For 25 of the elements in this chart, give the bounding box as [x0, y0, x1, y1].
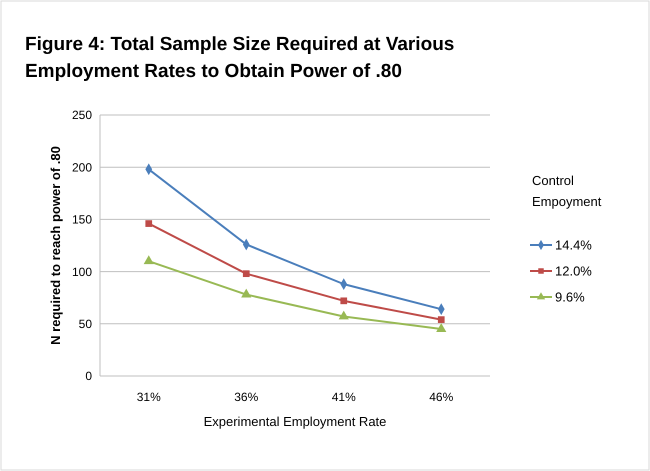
legend-title: Control Empoyment	[532, 173, 602, 209]
x-axis-title: Experimental Employment Rate	[204, 414, 386, 429]
point	[144, 255, 154, 264]
point	[145, 220, 152, 227]
point	[340, 297, 348, 304]
y-axis-title: N required to reach power of .80	[48, 146, 63, 345]
y-tick-label: 0	[85, 369, 92, 384]
point	[242, 270, 250, 278]
legend-label: 9.6%	[555, 290, 586, 305]
chart-title: Figure 4: Total Sample Size Required at Various Employment Rates to Obtain Power of .80	[25, 34, 454, 82]
legend-label: 14.4%	[555, 238, 592, 253]
legend-label: 12.0%	[555, 264, 592, 279]
point	[438, 316, 445, 323]
x-tick-label: 31%	[136, 390, 162, 404]
point	[241, 288, 252, 298]
y-tick-label: 200	[72, 160, 92, 174]
y-tick-label: 150	[72, 212, 92, 227]
point	[436, 323, 446, 332]
point	[338, 310, 349, 320]
y-tick-label: 100	[72, 264, 92, 279]
x-tick-label: 46%	[429, 390, 454, 404]
x-tick-label: 36%	[234, 390, 259, 404]
y-tick-label: 250	[72, 108, 92, 122]
y-tick-label: 50	[78, 317, 92, 331]
x-tick-label: 41%	[332, 390, 356, 404]
